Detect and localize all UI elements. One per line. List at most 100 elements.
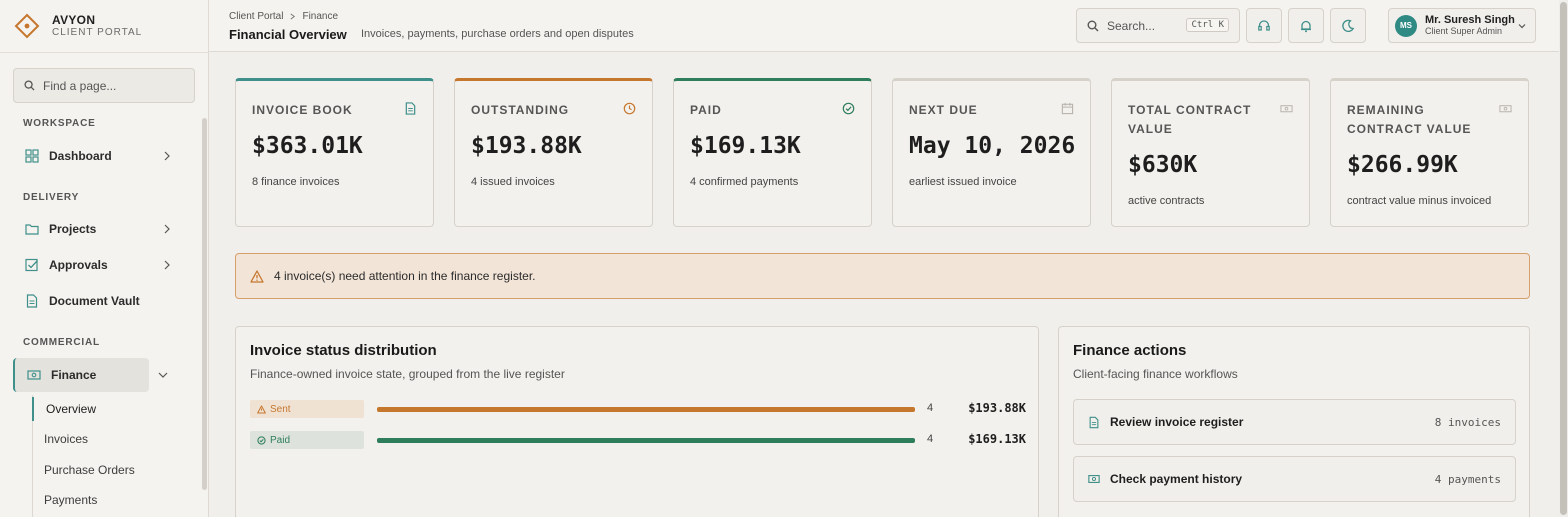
chevron-right-icon (290, 13, 296, 20)
action-review-invoice-register[interactable]: Review invoice register 8 invoices (1073, 399, 1516, 445)
card-label: INVOICE BOOK (252, 103, 353, 117)
sidebar-subitem-overview[interactable]: Overview (32, 397, 182, 421)
sidebar-item-label: Dashboard (49, 149, 112, 163)
brand-subtitle: CLIENT PORTAL (52, 26, 143, 38)
invoice-status-panel: Invoice status distribution Finance-owne… (235, 326, 1039, 517)
card-outstanding: OUTSTANDING $193.88K 4 issued invoices (454, 78, 653, 227)
warning-icon (250, 269, 264, 283)
card-value: $193.88K (471, 133, 582, 159)
sidebar-subitem-invoices[interactable]: Invoices (44, 432, 89, 446)
section-workspace: WORKSPACE (23, 118, 96, 129)
chevron-right-icon (164, 224, 170, 234)
brand[interactable]: AVYON CLIENT PORTAL (14, 10, 142, 42)
headset-icon (1258, 19, 1270, 31)
banknote-icon (1499, 105, 1512, 113)
sidebar-item-projects[interactable]: Projects (13, 212, 185, 246)
sidebar-subitem-purchase-orders[interactable]: Purchase Orders (44, 463, 135, 477)
page-scrollbar[interactable] (1559, 0, 1568, 517)
card-label: REMAINING CONTRACT VALUE (1347, 103, 1472, 136)
status-bar-fill (377, 407, 915, 412)
chevron-right-icon (164, 260, 170, 270)
user-role: Client Super Admin (1425, 26, 1503, 36)
card-value: $630K (1128, 152, 1198, 178)
find-page-box[interactable] (13, 68, 195, 103)
panel-subtitle: Client-facing finance workflows (1073, 367, 1238, 381)
breadcrumb-item[interactable]: Client Portal (229, 11, 284, 22)
sidebar-item-finance[interactable]: Finance (13, 358, 168, 392)
global-search[interactable]: Search... Ctrl K (1076, 8, 1240, 43)
check-circle-icon (257, 435, 266, 445)
card-next-due: NEXT DUE May 10, 2026 earliest issued in… (892, 78, 1091, 227)
user-menu[interactable]: MS Mr. Suresh Singh Client Super Admin (1388, 8, 1536, 43)
action-check-payment-history[interactable]: Check payment history 4 payments (1073, 456, 1516, 502)
search-icon (1087, 20, 1099, 31)
panel-subtitle: Finance-owned invoice state, grouped fro… (250, 367, 565, 381)
clock-icon (623, 102, 636, 115)
status-bar-track (377, 407, 915, 412)
folder-icon (25, 224, 39, 235)
brand-name: AVYON (52, 12, 96, 27)
card-value: $363.01K (252, 133, 363, 159)
search-label: Search... (1107, 18, 1156, 33)
panel-title: Finance actions (1073, 342, 1187, 359)
sidebar-item-document-vault[interactable]: Document Vault (13, 284, 185, 318)
card-label: PAID (690, 103, 722, 117)
avatar: MS (1395, 14, 1417, 37)
sidebar-item-label: Approvals (49, 258, 108, 272)
status-amount: $193.88K (968, 401, 1026, 415)
card-paid: PAID $169.13K 4 confirmed payments (673, 78, 872, 227)
sidebar-item-dashboard[interactable]: Dashboard (13, 139, 185, 173)
card-label: OUTSTANDING (471, 103, 570, 117)
card-value: $266.99K (1347, 152, 1458, 178)
card-note: earliest issued invoice (909, 176, 1017, 188)
user-name: Mr. Suresh Singh (1425, 14, 1515, 26)
finance-actions-panel: Finance actions Client-facing finance wo… (1058, 326, 1530, 517)
status-row-sent[interactable]: Sent 4 $193.88K (250, 400, 1026, 418)
status-badge: Paid (250, 431, 364, 449)
breadcrumb: Client Portal Finance (229, 11, 338, 22)
find-page-input[interactable] (43, 78, 183, 93)
status-count: 4 (927, 433, 934, 445)
submenu-guide-line (32, 395, 33, 517)
theme-toggle-button[interactable] (1330, 8, 1366, 43)
status-bar-fill (377, 438, 915, 443)
document-icon (1089, 416, 1099, 428)
banknote-icon (27, 370, 41, 380)
search-shortcut: Ctrl K (1186, 18, 1229, 32)
sidebar-item-label: Projects (49, 222, 97, 236)
status-row-paid[interactable]: Paid 4 $169.13K (250, 431, 1026, 449)
card-label: TOTAL CONTRACT VALUE (1128, 103, 1252, 136)
dashboard-icon (25, 149, 39, 163)
notifications-button[interactable] (1288, 8, 1324, 43)
section-delivery: DELIVERY (23, 192, 80, 203)
document-icon (26, 294, 38, 308)
card-total-contract-value: TOTAL CONTRACT VALUE $630K active contra… (1111, 78, 1310, 227)
card-note: active contracts (1128, 195, 1205, 207)
action-label: Review invoice register (1110, 415, 1244, 429)
chevron-down-icon (158, 372, 168, 378)
chevron-down-icon (1518, 24, 1526, 29)
status-bar-track (377, 438, 915, 443)
card-remaining-contract-value: REMAINING CONTRACT VALUE $266.99K contra… (1330, 78, 1529, 227)
page-scrollbar-thumb[interactable] (1560, 2, 1567, 515)
sidebar-subitem-payments[interactable]: Payments (44, 493, 98, 507)
card-note: 4 confirmed payments (690, 176, 799, 188)
support-button[interactable] (1246, 8, 1282, 43)
sidebar-item-label: Document Vault (49, 294, 140, 308)
card-value: May 10, 2026 (909, 133, 1076, 159)
breadcrumb-item: Finance (302, 11, 339, 22)
page-title: Financial Overview (229, 27, 347, 42)
sidebar-scrollbar[interactable] (202, 118, 207, 490)
status-label: Paid (270, 434, 291, 446)
chevron-right-icon (164, 151, 170, 161)
sidebar-item-approvals[interactable]: Approvals (13, 248, 185, 282)
card-note: contract value minus invoiced (1347, 195, 1492, 207)
action-label: Check payment history (1110, 472, 1243, 486)
attention-alert: 4 invoice(s) need attention in the finan… (235, 253, 1530, 299)
avyon-logo-icon (14, 13, 40, 39)
alert-text: 4 invoice(s) need attention in the finan… (274, 269, 536, 283)
card-value: $169.13K (690, 133, 801, 159)
banknote-icon (1088, 475, 1100, 483)
document-icon (405, 102, 416, 115)
status-count: 4 (927, 402, 934, 414)
